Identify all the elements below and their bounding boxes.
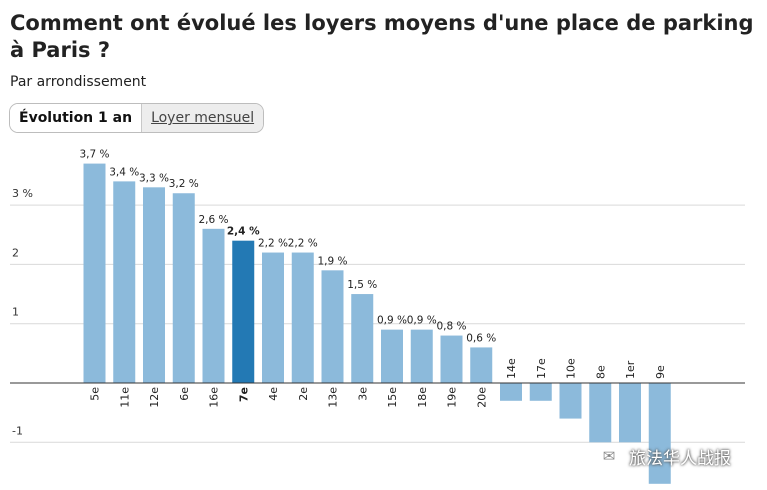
bar xyxy=(232,240,255,383)
category-label: 10e xyxy=(565,358,578,379)
category-label: 16e xyxy=(208,387,221,408)
data-label: 2,2 % xyxy=(288,238,318,250)
data-label: 0,8 % xyxy=(436,321,466,333)
category-label: 6e xyxy=(178,387,191,401)
data-label: 3,3 % xyxy=(139,172,169,184)
category-label: 19e xyxy=(446,387,459,408)
bar xyxy=(202,228,225,383)
data-label: 0,9 % xyxy=(377,315,407,327)
bar xyxy=(113,181,136,383)
data-label: 3,7 % xyxy=(79,149,109,161)
y-tick-label: 3 % xyxy=(12,187,33,200)
bar xyxy=(291,252,314,383)
category-label: 13e xyxy=(327,387,340,408)
data-label: 0,9 % xyxy=(407,315,437,327)
bar xyxy=(619,383,641,443)
bar xyxy=(351,294,374,383)
bar xyxy=(83,163,106,383)
data-label: 3,4 % xyxy=(109,166,139,178)
bar xyxy=(262,252,284,383)
bar xyxy=(143,187,165,383)
data-label: 3,2 % xyxy=(169,178,199,190)
category-label: 7e xyxy=(237,387,250,402)
bar xyxy=(648,383,671,484)
y-tick-label: -1 xyxy=(12,424,23,437)
bar xyxy=(529,383,552,401)
data-label: 2,2 % xyxy=(258,238,288,250)
category-label: 15e xyxy=(386,387,399,408)
bar xyxy=(500,383,522,401)
bar xyxy=(559,383,582,419)
data-label: 2,4 % xyxy=(227,226,260,238)
watermark: ✉ 旅法华人战报 xyxy=(595,443,731,469)
category-label: 4e xyxy=(267,387,280,401)
category-label: 12e xyxy=(148,387,161,408)
data-label: 1,9 % xyxy=(317,255,347,267)
category-label: 2e xyxy=(297,387,310,401)
bar xyxy=(589,383,612,443)
data-label: 2,6 % xyxy=(198,214,228,226)
bar xyxy=(410,329,433,383)
bar xyxy=(321,270,344,383)
y-tick-label: 1 xyxy=(12,306,19,319)
bar xyxy=(172,193,195,383)
wechat-icon: ✉ xyxy=(595,445,623,467)
category-label: 20e xyxy=(475,387,488,408)
view-toggle: Évolution 1 an Loyer mensuel xyxy=(9,103,265,133)
tab-evolution-1-an[interactable]: Évolution 1 an xyxy=(10,104,142,132)
category-label: 5e xyxy=(89,387,102,401)
data-label: 0,6 % xyxy=(466,332,496,344)
category-label: 1er xyxy=(624,360,637,379)
bar xyxy=(470,347,493,383)
category-label: 11e xyxy=(118,387,131,408)
y-tick-label: 2 xyxy=(12,246,19,259)
category-label: 18e xyxy=(416,387,429,408)
bar xyxy=(381,329,403,383)
tab-loyer-mensuel[interactable]: Loyer mensuel xyxy=(141,104,264,132)
chart-title: Comment ont évolué les loyers moyens d'u… xyxy=(10,11,754,62)
data-label: 1,5 % xyxy=(347,279,377,291)
category-label: 14e xyxy=(505,358,518,379)
category-label: 3e xyxy=(356,387,369,401)
category-label: 17e xyxy=(535,358,548,379)
bar xyxy=(440,335,463,383)
category-label: 9e xyxy=(654,365,667,379)
chart-subtitle: Par arrondissement xyxy=(10,74,147,90)
watermark-text: 旅法华人战报 xyxy=(629,448,731,469)
category-label: 8e xyxy=(594,365,607,379)
